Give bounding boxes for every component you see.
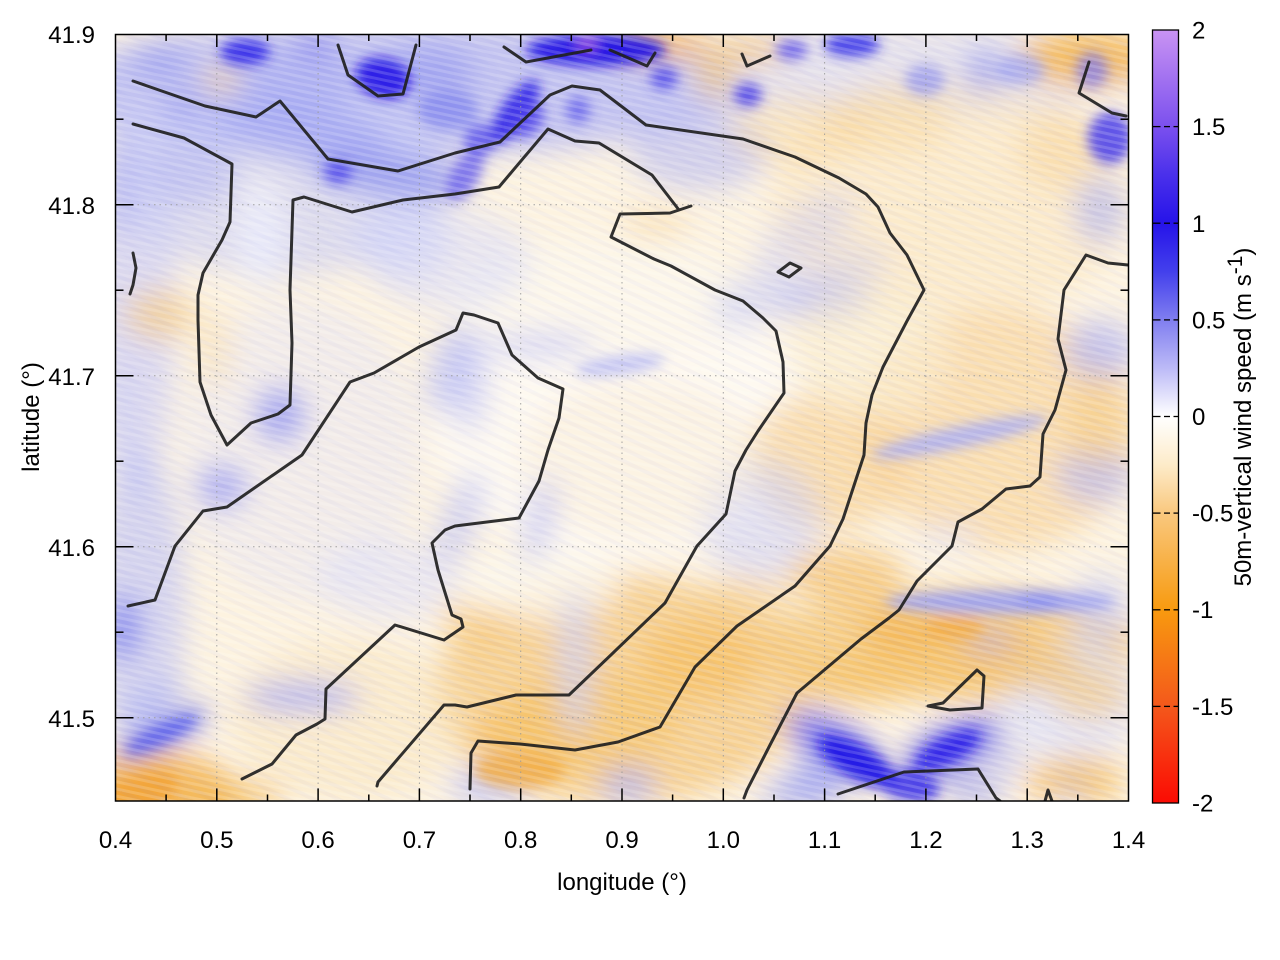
svg-text:1.5: 1.5 bbox=[1192, 114, 1225, 141]
svg-text:0.5: 0.5 bbox=[200, 827, 233, 854]
svg-text:41.9: 41.9 bbox=[48, 22, 95, 49]
svg-text:1.2: 1.2 bbox=[909, 827, 942, 854]
svg-text:0.9: 0.9 bbox=[605, 827, 638, 854]
svg-text:latitude (°): latitude (°) bbox=[18, 362, 45, 472]
svg-text:0.4: 0.4 bbox=[99, 827, 132, 854]
svg-text:-1.5: -1.5 bbox=[1192, 694, 1233, 721]
svg-text:41.8: 41.8 bbox=[48, 193, 95, 220]
svg-text:0.7: 0.7 bbox=[403, 827, 436, 854]
svg-text:0.5: 0.5 bbox=[1192, 307, 1225, 334]
svg-text:-0.5: -0.5 bbox=[1192, 501, 1233, 528]
svg-text:1.0: 1.0 bbox=[707, 827, 740, 854]
svg-text:1: 1 bbox=[1192, 211, 1205, 238]
svg-text:0.6: 0.6 bbox=[301, 827, 334, 854]
svg-text:1.4: 1.4 bbox=[1112, 827, 1145, 854]
svg-text:0: 0 bbox=[1192, 404, 1205, 431]
svg-text:50m-vertical wind speed (m s-1: 50m-vertical wind speed (m s-1) bbox=[1224, 248, 1257, 587]
svg-text:41.7: 41.7 bbox=[48, 364, 95, 391]
svg-text:longitude (°): longitude (°) bbox=[557, 869, 687, 896]
svg-text:-1: -1 bbox=[1192, 597, 1213, 624]
svg-text:2: 2 bbox=[1192, 18, 1205, 45]
svg-text:41.6: 41.6 bbox=[48, 535, 95, 562]
svg-text:-2: -2 bbox=[1192, 791, 1213, 818]
svg-text:0.8: 0.8 bbox=[504, 827, 537, 854]
svg-text:1.1: 1.1 bbox=[808, 827, 841, 854]
svg-text:1.3: 1.3 bbox=[1011, 827, 1044, 854]
svg-text:41.5: 41.5 bbox=[48, 706, 95, 733]
